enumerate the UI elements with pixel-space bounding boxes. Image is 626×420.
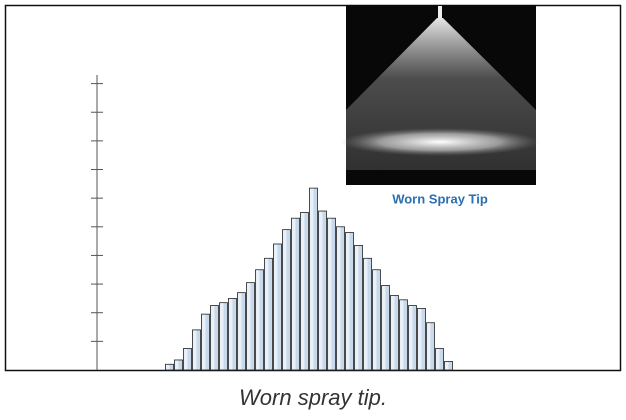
spray-photo — [340, 5, 540, 185]
bar-shade — [391, 296, 395, 370]
bar-shade — [202, 314, 206, 370]
bar-shade — [247, 283, 251, 370]
bar-shade — [436, 349, 440, 370]
bar-shade — [445, 361, 449, 370]
bar-shade — [229, 298, 233, 370]
bar-shade — [211, 306, 215, 370]
bar-shade — [184, 349, 188, 370]
bar-shade — [328, 218, 332, 370]
bar-shade — [274, 244, 278, 370]
bar-shade — [292, 218, 296, 370]
bar-shade — [265, 258, 269, 370]
bar-shade — [283, 230, 287, 370]
bar-shade — [355, 245, 359, 370]
figure-caption: Worn spray tip. — [239, 385, 387, 410]
bar-shade — [337, 227, 341, 370]
bar-shade — [364, 258, 368, 370]
bar-shade — [256, 270, 260, 370]
bar-shade — [301, 212, 305, 370]
bar-shade — [427, 323, 431, 370]
bar-shade — [193, 330, 197, 370]
bar-shade — [400, 300, 404, 370]
bar-shade — [319, 211, 323, 370]
bar-shade — [238, 293, 242, 370]
bar-shade — [418, 308, 422, 370]
bar-shade — [346, 233, 350, 370]
bar-shade — [310, 188, 314, 370]
bar-shade — [175, 360, 179, 370]
bar-shade — [166, 364, 170, 370]
inset-caption: Worn Spray Tip — [392, 191, 488, 206]
bar-shade — [409, 306, 413, 370]
bar-shade — [220, 303, 224, 370]
bar-shade — [373, 270, 377, 370]
bar-shade — [382, 286, 386, 370]
